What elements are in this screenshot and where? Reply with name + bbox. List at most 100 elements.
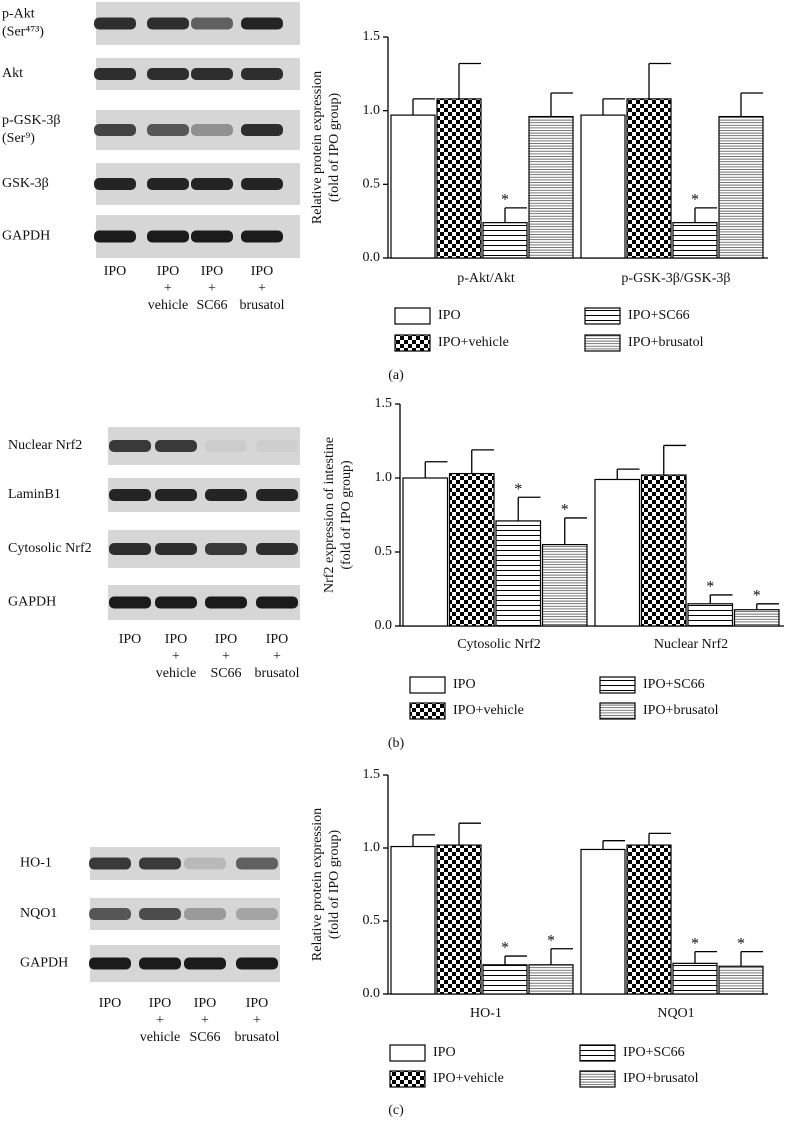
blot-band [109, 543, 151, 555]
lane-label: SC66 [189, 1030, 220, 1045]
bar [482, 222, 528, 259]
blot-band [256, 489, 298, 501]
bar [672, 962, 718, 995]
blot-band [155, 543, 197, 555]
y-axis-label: Relative protein expression [310, 71, 325, 224]
legend-swatch [599, 676, 636, 694]
blot-label: Nuclear Nrf2 [8, 438, 82, 453]
blot-band [184, 908, 226, 920]
bar [626, 98, 672, 259]
bar [687, 603, 734, 627]
lane-label: SC66 [210, 666, 241, 681]
blot-label: GSK-3β [2, 176, 49, 191]
significance-mark: * [501, 940, 509, 957]
bar [733, 609, 780, 627]
blot-band [109, 440, 151, 452]
lane-label: IPO [165, 632, 188, 647]
lane-label: vehicle [148, 298, 188, 313]
significance-mark: * [514, 481, 522, 498]
blot-band [256, 543, 298, 555]
y-tick-label: 1.0 [363, 840, 381, 855]
significance-mark: * [691, 935, 699, 952]
bar [594, 478, 641, 627]
lane-label: SC66 [196, 298, 227, 313]
lane-label: + [273, 649, 281, 664]
blot-band [205, 440, 247, 452]
lane-label: IPO [194, 996, 217, 1011]
blot-band [89, 957, 131, 970]
blot-band [139, 908, 181, 920]
blot-band [147, 17, 189, 30]
lane-label: IPO [149, 996, 172, 1011]
blot-label: NQO1 [20, 906, 57, 921]
x-tick-label: NQO1 [657, 1006, 694, 1021]
legend-label: IPO+vehicle [433, 1071, 504, 1086]
legend-swatch [584, 307, 621, 325]
blot-band [139, 957, 181, 970]
lane-label: brusatol [234, 1030, 279, 1045]
y-tick-label: 0.5 [363, 177, 381, 192]
x-tick-label: p-GSK-3β/GSK-3β [621, 271, 730, 286]
legend-swatch [409, 702, 446, 720]
bar [640, 474, 687, 627]
lane-label: + [172, 649, 180, 664]
blot-label: HO-1 [20, 856, 52, 871]
blot-label: LaminB1 [8, 487, 61, 502]
blot-band [94, 178, 136, 190]
legend-label: IPO+brusatol [643, 703, 719, 718]
lane-label: IPO [104, 264, 127, 279]
x-tick-label: HO-1 [470, 1006, 502, 1021]
legend-label: IPO+brusatol [628, 335, 704, 350]
bar [390, 114, 436, 259]
bar [626, 844, 672, 995]
blot-label: p-Akt [2, 7, 35, 22]
bar [718, 115, 764, 259]
blot-band [205, 489, 247, 501]
bar [436, 844, 482, 995]
lane-label: + [253, 1013, 261, 1028]
lane-label: IPO [157, 264, 180, 279]
blot-band [236, 857, 278, 870]
y-tick-label: 0.5 [363, 913, 381, 928]
legend-label: IPO [438, 308, 461, 323]
lane-label: IPO [266, 632, 289, 647]
y-axis-label: Relative protein expression [310, 808, 325, 961]
legend-swatch [599, 702, 636, 720]
lane-label: + [258, 281, 266, 296]
significance-mark: * [547, 932, 555, 949]
blot-band [191, 68, 233, 80]
blot-label: (Ser⁴⁷³) [2, 25, 44, 40]
significance-mark: * [737, 935, 745, 952]
lane-label: IPO [99, 996, 122, 1011]
y-tick-label: 1.0 [363, 103, 381, 118]
blot-band [236, 908, 278, 920]
panel-caption: (b) [388, 736, 405, 751]
panel-caption: (c) [388, 1103, 404, 1118]
lane-label: brusatol [239, 298, 284, 313]
bar [528, 964, 574, 995]
blot-band [236, 957, 278, 970]
bar [580, 114, 626, 259]
lane-label: IPO [215, 632, 238, 647]
legend-label: IPO+vehicle [453, 703, 524, 718]
legend-swatch [389, 1044, 426, 1062]
legend-label: IPO+vehicle [438, 335, 509, 350]
bar [402, 477, 449, 627]
lane-label: IPO [251, 264, 274, 279]
blot-label: GAPDH [20, 956, 68, 971]
blot-label: Cytosolic Nrf2 [8, 541, 92, 556]
blot-label: Akt [2, 66, 23, 81]
blot-band [205, 543, 247, 555]
blot-band [155, 440, 197, 452]
legend-label: IPO+SC66 [643, 677, 705, 692]
blot-band [191, 124, 233, 136]
lane-label: brusatol [254, 666, 299, 681]
blot-band [241, 17, 283, 30]
legend-swatch [409, 676, 446, 694]
significance-mark: * [706, 579, 714, 596]
blot-band [94, 124, 136, 136]
blot-band [184, 957, 226, 970]
lane-label: + [208, 281, 216, 296]
y-tick-label: 1.0 [375, 470, 393, 485]
blot-band [155, 489, 197, 501]
